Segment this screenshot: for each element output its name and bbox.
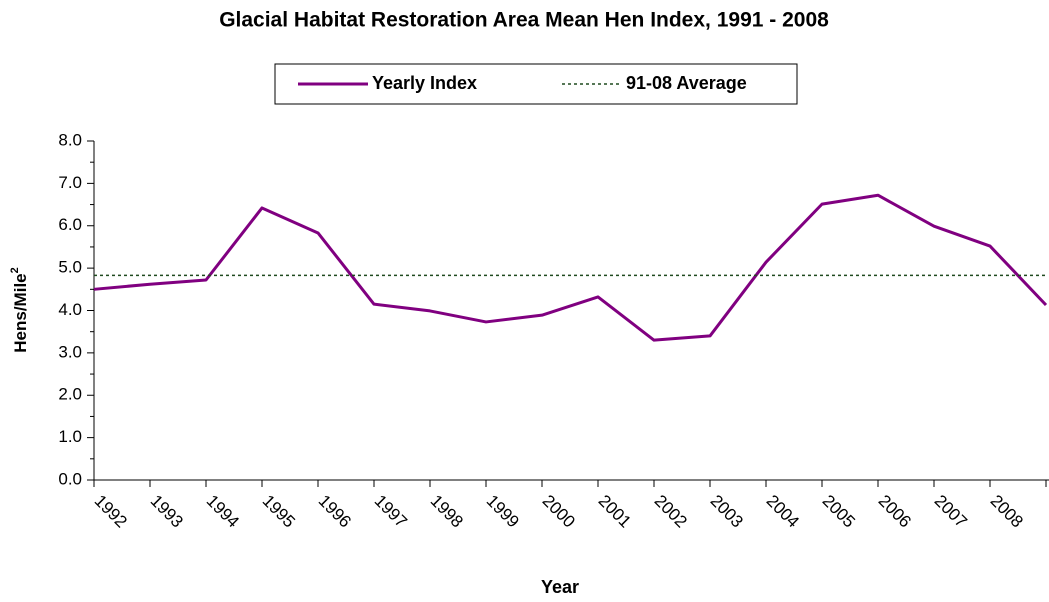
x-axis-title: Year (541, 577, 579, 597)
y-tick-label: 7.0 (58, 173, 82, 192)
legend-label: Yearly Index (372, 73, 477, 93)
x-tick-label: 2008 (987, 491, 1027, 531)
x-tick-label: 1997 (371, 491, 411, 531)
x-tick-label: 1995 (259, 491, 299, 531)
x-tick-label: 2000 (539, 491, 579, 531)
y-tick-label: 2.0 (58, 385, 82, 404)
y-tick-label: 3.0 (58, 342, 82, 361)
x-tick-label: 1992 (91, 491, 131, 531)
y-axis-title-sup: 2 (9, 267, 21, 273)
x-tick-label: 2004 (763, 491, 803, 531)
x-tick-label: 1998 (427, 491, 467, 531)
x-tick-label: 2007 (931, 491, 971, 531)
series-line (93, 193, 1048, 342)
legend-label: 91-08 Average (626, 73, 747, 93)
x-tick-label: 1999 (483, 491, 523, 531)
x-tick-label: 2005 (819, 491, 859, 531)
y-axis-title-text: Hens/Mile (11, 273, 30, 352)
y-tick-label: 1.0 (58, 427, 82, 446)
x-tick-label: 2001 (595, 491, 635, 531)
chart-title: Glacial Habitat Restoration Area Mean He… (219, 9, 829, 32)
y-tick-label: 6.0 (58, 215, 82, 234)
y-tick-label: 5.0 (58, 258, 82, 277)
x-tick-label: 2002 (651, 491, 691, 531)
x-tick-label: 1994 (203, 491, 243, 531)
y-tick-label: 0.0 (58, 469, 82, 488)
y-tick-label: 8.0 (58, 130, 82, 149)
x-tick-label: 1993 (147, 491, 187, 531)
x-tick-label: 1996 (315, 491, 355, 531)
y-tick-label: 4.0 (58, 300, 82, 319)
x-tick-label: 2006 (875, 491, 915, 531)
y-axis-title: Hens/Mile2 (9, 267, 31, 352)
x-tick-label: 2003 (707, 491, 747, 531)
